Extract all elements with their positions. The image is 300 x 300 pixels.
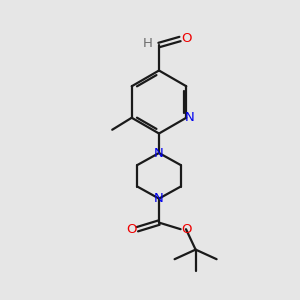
Text: N: N xyxy=(185,111,195,124)
Text: N: N xyxy=(154,192,164,205)
Text: O: O xyxy=(181,32,191,46)
Text: O: O xyxy=(126,223,137,236)
Text: O: O xyxy=(181,223,192,236)
Text: N: N xyxy=(154,146,164,160)
Text: H: H xyxy=(143,37,152,50)
